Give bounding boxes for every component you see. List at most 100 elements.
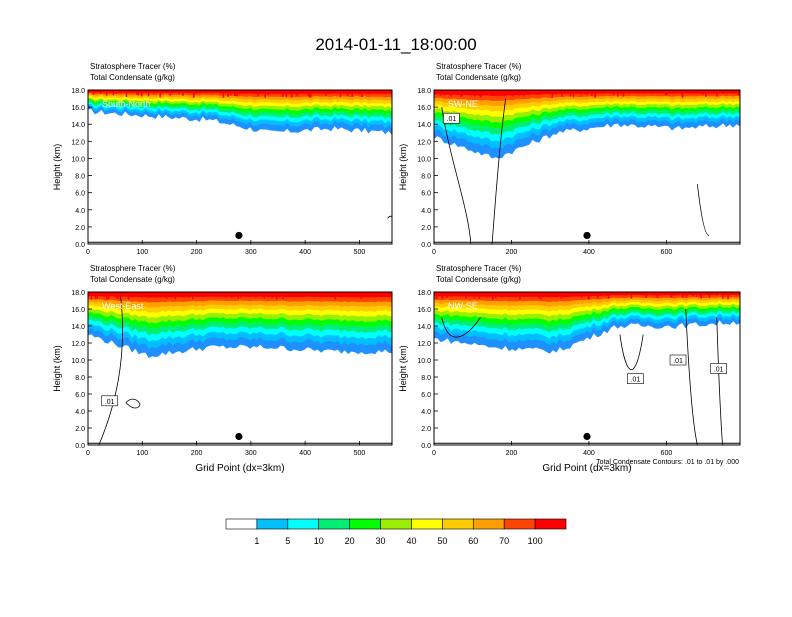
tracer-streak [370, 292, 372, 295]
tracer-field [88, 90, 392, 136]
tracer-streak [94, 292, 97, 299]
tracer-streak [367, 90, 369, 95]
contour-label: .01 [714, 367, 724, 374]
x-tick-label: 0 [432, 450, 436, 457]
x-axis-label: Grid Point (dx=3km) [542, 463, 631, 474]
y-axis-label: Height (km) [52, 345, 62, 392]
y-tick-label: 12.0 [417, 139, 431, 146]
tracer-streak [520, 292, 523, 297]
colorbar-swatch [349, 518, 381, 530]
y-axis-label: Height (km) [52, 144, 62, 191]
tracer-streak [90, 292, 93, 300]
tracer-streak [572, 90, 575, 98]
tracer-streak [319, 292, 322, 297]
tracer-streak [730, 292, 732, 295]
tracer-field [88, 292, 392, 359]
colorbar-swatch [256, 518, 289, 530]
x-tick-label: 200 [191, 249, 203, 256]
tracer-streak [664, 90, 667, 96]
y-tick-label: 6.0 [75, 392, 85, 399]
condensate-contours [441, 98, 710, 244]
figure-title: 2014-01-11_18:00:00 [315, 35, 476, 54]
tracer-streak [174, 292, 176, 300]
contour-line [387, 215, 392, 219]
tracer-streak [346, 292, 348, 297]
tracer-streak [707, 90, 710, 93]
tracer-streak [439, 90, 442, 96]
tracer-streak [588, 292, 591, 299]
section-label: West-East [102, 301, 144, 311]
tracer-streak [486, 292, 488, 298]
location-marker [583, 432, 591, 441]
tracer-streak [551, 90, 553, 98]
tracer-streak [193, 90, 196, 95]
contour-label: .01 [631, 377, 641, 384]
tracer-streak [164, 292, 166, 295]
tracer-streak [222, 90, 225, 98]
location-marker [583, 231, 591, 240]
x-axis-label: Grid Point (dx=3km) [195, 463, 284, 474]
tracer-streak [160, 292, 162, 295]
tracer-streak [482, 292, 484, 297]
tracer-streak [537, 292, 539, 298]
contour-label-box [101, 395, 119, 407]
y-tick-label: 4.0 [75, 409, 85, 416]
tracer-streak [519, 292, 521, 299]
tracer-streak [346, 90, 349, 96]
tracer-streak [551, 90, 553, 92]
tracer-streak [181, 292, 183, 297]
y-tick-label: 6.0 [421, 392, 431, 399]
tracer-streak [112, 90, 115, 96]
tracer-streak [276, 292, 278, 300]
panel-sw-ne: .01 0.0 2.0 4.0 6.0 8.0 10.0 12.0 14.0 16.0 18.0 0 2… [398, 62, 741, 256]
tracer-streak [502, 292, 505, 295]
tracer-streak [699, 292, 701, 297]
panel-title-condensate: Total Condensate (g/kg) [90, 73, 175, 82]
tracer-streak [159, 90, 162, 94]
tracer-streak [501, 292, 503, 298]
colorbar-label: 40 [406, 536, 416, 546]
tracer-streak [136, 90, 138, 95]
panel-frame [87, 89, 393, 245]
tracer-streak [494, 90, 497, 94]
tracer-streak [477, 90, 479, 95]
tracer-streak [645, 90, 648, 93]
tracer-streak [523, 90, 525, 97]
tracer-band-100 [434, 292, 740, 298]
tracer-streak [316, 90, 319, 94]
tracer-streak [584, 90, 586, 95]
contour-line [696, 184, 710, 236]
x-tick-label: 600 [661, 450, 673, 457]
x-tick-label: 300 [245, 450, 257, 457]
colorbar-label: 10 [314, 536, 324, 546]
y-tick-label: 8.0 [421, 375, 431, 382]
contour-line [125, 398, 141, 409]
condensate-contours [98, 296, 141, 445]
y-tick-label: 14.0 [71, 324, 85, 331]
tracer-streak [699, 90, 701, 94]
tracer-streak [230, 90, 232, 96]
tracer-streak [227, 90, 229, 98]
tracer-streak [239, 292, 242, 298]
tracer-streak [560, 292, 562, 299]
panel-title-tracer: Stratosphere Tracer (%) [436, 264, 522, 273]
colorbar-label: 70 [499, 536, 509, 546]
tracer-streak [341, 292, 344, 296]
tracer-streak [670, 292, 673, 298]
tracer-streak [444, 90, 446, 95]
x-tick-label: 400 [299, 249, 311, 256]
tracer-streak [538, 292, 540, 299]
panels: 0.0 2.0 4.0 6.0 8.0 10.0 12.0 14.0 16.0 18.0 0 100 2… [52, 62, 741, 474]
x-tick-label: 100 [136, 249, 148, 256]
tracer-streak [271, 292, 274, 298]
panel-frame [87, 291, 393, 446]
panel-title-condensate: Total Condensate (g/kg) [436, 73, 521, 82]
tracer-streak [470, 292, 472, 297]
x-tick-label: 400 [583, 450, 595, 457]
tracer-streak [330, 292, 333, 296]
tracer-streak [360, 292, 363, 300]
tracer-streak [681, 90, 683, 96]
tracer-streak [594, 292, 596, 296]
x-tick-label: 200 [191, 450, 203, 457]
